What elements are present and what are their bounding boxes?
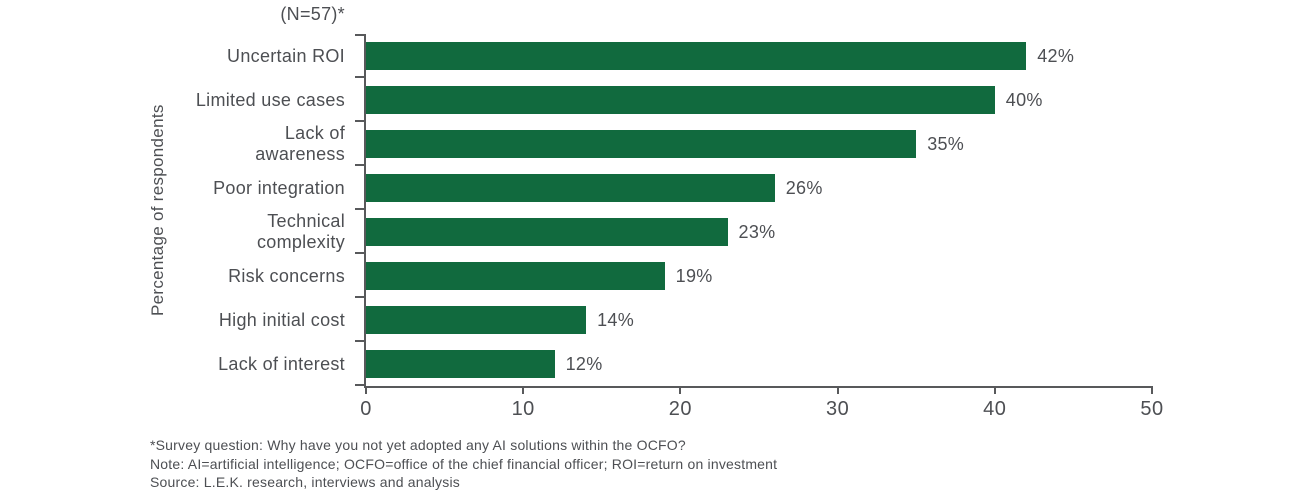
bar-value-label: 26%	[785, 177, 823, 198]
x-axis-tick-label: 30	[825, 398, 850, 420]
x-axis-tick	[365, 386, 367, 394]
category-label: Poor integration	[213, 177, 345, 198]
bar	[366, 306, 587, 334]
x-axis-tick-label: 50	[1140, 398, 1164, 420]
bar-value-label: 19%	[675, 265, 713, 286]
x-axis-tick-label: 20	[668, 398, 693, 420]
y-axis-tick	[355, 208, 364, 210]
x-axis-tick	[522, 386, 525, 394]
sample-size-label: (N=57)*	[280, 4, 345, 24]
category-label: Risk concerns	[228, 265, 345, 286]
y-axis-tick	[355, 76, 364, 78]
bar-row: 42%	[366, 34, 1152, 78]
bar-value-label: 23%	[738, 221, 776, 242]
y-axis-tick	[355, 164, 364, 166]
category-labels: Uncertain ROI Limited use cases Lack of aw…	[110, 34, 345, 386]
plot-area: 42% 40% 35% 26% 23% 19% 14% 12% 0 10 20 30 40 50	[355, 34, 1163, 420]
category-label: Lack of interest	[218, 353, 345, 374]
category-label: Lack of awareness	[255, 123, 345, 164]
x-axis-tick-label: 0	[360, 398, 372, 420]
x-axis-tick	[993, 386, 996, 394]
category-label: Uncertain ROI	[227, 45, 345, 66]
bar-row: 14%	[366, 298, 1152, 342]
bar-value-label: 42%	[1037, 45, 1075, 66]
bar-row: 12%	[366, 342, 1152, 386]
y-axis-tick	[355, 252, 364, 254]
category-label: Limited use cases	[195, 89, 345, 110]
footnote-survey-question: *Survey question: Why have you not yet a…	[150, 437, 686, 453]
bar-row: 19%	[366, 254, 1152, 298]
x-axis-tick	[679, 386, 682, 394]
bar-row: 40%	[366, 78, 1152, 122]
bar-row: 26%	[366, 166, 1152, 210]
y-axis-tick	[355, 296, 364, 298]
y-axis-tick	[355, 340, 364, 342]
y-axis-tick	[355, 120, 364, 122]
bar	[366, 350, 555, 378]
y-axis-tick	[355, 34, 364, 36]
bar-value-label: 40%	[1005, 89, 1043, 110]
category-label: High initial cost	[218, 309, 345, 330]
bar-row: 35%	[366, 122, 1152, 166]
bar-rows: 42% 40% 35% 26% 23% 19% 14% 12%	[366, 34, 1152, 386]
y-axis-tick	[355, 384, 364, 386]
bar	[366, 174, 775, 202]
bar-value-label: 14%	[597, 309, 635, 330]
bar-row: 23%	[366, 210, 1152, 254]
x-axis-tick	[836, 386, 839, 394]
bar	[366, 86, 995, 114]
footnotes: *Survey question: Why have you not yet a…	[150, 436, 777, 492]
x-axis-tick	[1151, 386, 1153, 394]
bar-value-label: 12%	[565, 353, 603, 374]
x-axis-tick-label: 40	[983, 398, 1007, 420]
bar	[366, 262, 665, 290]
x-axis-tick-label: 10	[511, 398, 535, 420]
bar	[366, 218, 728, 246]
bar	[366, 130, 917, 158]
bar	[366, 42, 1027, 70]
category-label: Technical complexity	[256, 211, 345, 252]
bar-value-label: 35%	[927, 133, 965, 154]
footnote-note: Note: AI=artificial intelligence; OCFO=o…	[150, 455, 778, 472]
footnote-source: Source: L.E.K. research, interviews and …	[150, 474, 460, 490]
